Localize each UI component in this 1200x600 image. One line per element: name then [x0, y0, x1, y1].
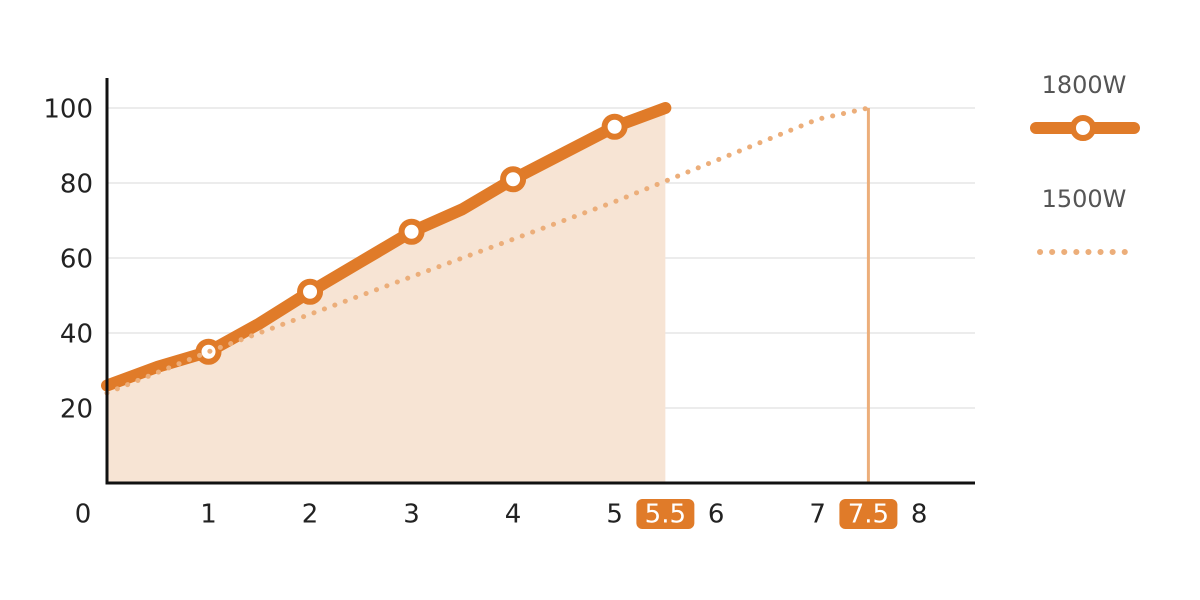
- area: [107, 108, 666, 483]
- marker: [398, 218, 425, 245]
- legend-label: 1800W: [1042, 71, 1127, 99]
- x-tick-label: 6: [708, 500, 725, 530]
- legend-label: 1500W: [1042, 185, 1127, 213]
- y-tick-label: 40: [60, 320, 93, 350]
- x-tick-label: 5: [606, 500, 623, 530]
- x-tick-label: 0: [75, 500, 92, 530]
- marker: [297, 278, 324, 305]
- x-tick-label: 5.5: [645, 500, 686, 530]
- y-tick-label: 100: [43, 95, 93, 125]
- x-tick-label: 7: [809, 500, 826, 530]
- x-tick-label: 3: [403, 500, 420, 530]
- y-tick-label: 60: [60, 245, 93, 275]
- line: [104, 105, 871, 396]
- x-tick-label: 4: [505, 500, 522, 530]
- y-tick-label: 20: [60, 395, 93, 425]
- x-tick-badge: [839, 499, 898, 529]
- x-tick-label: 8: [911, 500, 928, 530]
- x-tick-label: 7.5: [848, 500, 889, 530]
- marker: [601, 113, 628, 140]
- x-tick-label: 2: [302, 500, 319, 530]
- marker: [500, 166, 527, 193]
- y-tick-label: 80: [60, 170, 93, 200]
- x-tick-badge: [636, 499, 695, 529]
- x-tick-label: 1: [200, 500, 217, 530]
- legend-marker: [1070, 115, 1096, 141]
